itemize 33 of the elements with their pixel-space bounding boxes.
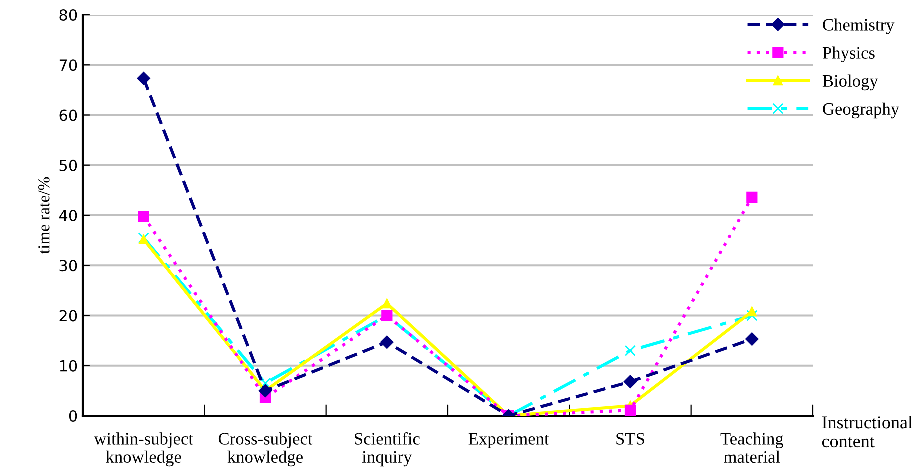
point (138, 210, 150, 222)
y-tick-label: 50 (60, 160, 78, 172)
point (624, 404, 636, 416)
point (746, 192, 758, 204)
legend-label: Chemistry (823, 18, 895, 34)
x-tick-label: Experiment (468, 433, 550, 448)
point (382, 298, 392, 309)
y-tick-label: 20 (60, 310, 78, 322)
x-tick-label: Scientific inquiry (355, 432, 420, 467)
point (624, 375, 638, 389)
x-tick-label: Teaching material (720, 432, 784, 464)
y-tick-label: 0 (69, 410, 78, 422)
y-tick-label: 40 (59, 210, 78, 222)
y-tick-label: 30 (60, 260, 78, 272)
legend-label: Physics (822, 46, 875, 63)
y-axis-title: time rate/% (38, 177, 50, 254)
point (746, 310, 758, 322)
point (380, 336, 394, 349)
point (624, 345, 636, 356)
y-tick-label: 80 (60, 9, 78, 22)
x-axis-title: Instructional content (822, 416, 913, 448)
y-tick-label: 10 (60, 360, 78, 372)
legend-label: Geography (823, 102, 900, 119)
point (137, 72, 150, 86)
x-tick-label: STS (616, 433, 644, 445)
y-tick-label: 70 (60, 60, 78, 72)
point (260, 378, 272, 389)
x-tick-label: within-subject knowledge (94, 432, 194, 467)
x-tick-label: Cross-subject knowledge (218, 432, 313, 467)
point (747, 306, 758, 317)
y-tick-label: 60 (60, 110, 78, 122)
point (746, 332, 759, 346)
legend-label: Biology (822, 74, 878, 91)
